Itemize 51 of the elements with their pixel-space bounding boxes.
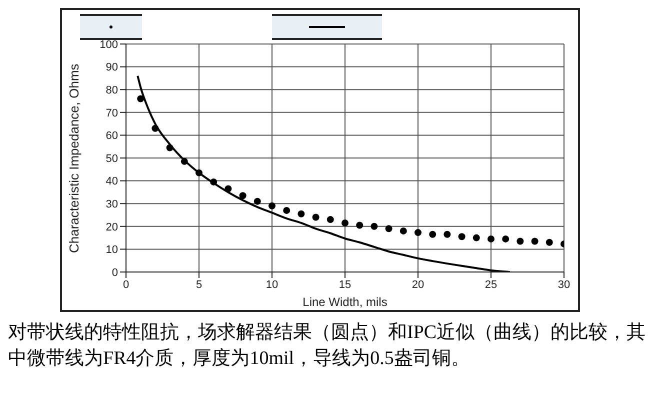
point bbox=[356, 222, 364, 229]
point bbox=[472, 234, 480, 242]
point bbox=[516, 238, 524, 245]
x-tick-label: 20 bbox=[412, 278, 424, 291]
point bbox=[458, 233, 466, 240]
point bbox=[152, 124, 159, 132]
point bbox=[312, 214, 320, 221]
point bbox=[224, 185, 232, 192]
point bbox=[546, 238, 553, 246]
y-tick-label: 10 bbox=[106, 244, 118, 256]
point bbox=[239, 192, 246, 200]
point bbox=[429, 230, 436, 238]
x-axis-title: Line Width, mils bbox=[302, 295, 388, 309]
point bbox=[298, 210, 305, 218]
point bbox=[370, 222, 378, 230]
point bbox=[385, 225, 392, 232]
point bbox=[210, 178, 218, 186]
y-tick-label: 100 bbox=[100, 38, 118, 51]
point bbox=[531, 238, 538, 245]
y-axis-title: Characteristic Impedance, Ohms bbox=[66, 63, 82, 253]
y-tick-label: 90 bbox=[106, 62, 118, 74]
point bbox=[342, 219, 348, 226]
point bbox=[326, 216, 334, 224]
y-tick-label: 20 bbox=[106, 221, 118, 234]
y-tick-label: 30 bbox=[106, 198, 118, 211]
point bbox=[502, 235, 510, 242]
x-tick-label: 25 bbox=[484, 278, 498, 291]
x-tick-label: 0 bbox=[122, 278, 130, 291]
point bbox=[254, 198, 261, 205]
x-tick-label: 5 bbox=[196, 278, 202, 291]
y-tick-label: 40 bbox=[106, 176, 118, 188]
text: 对带状线的特性阻抗，场求解器结果（圆点）和IPC近似（曲线）的比较，其中微带线为FR4介质，厚度为10mil，导线为0.5盎司铜。 bbox=[8, 321, 647, 371]
line-series bbox=[136, 74, 511, 272]
y-tick-label: 50 bbox=[106, 152, 118, 165]
y-tick-label: 60 bbox=[106, 130, 118, 142]
x-tick-label: 30 bbox=[558, 278, 570, 291]
point bbox=[444, 230, 451, 238]
point bbox=[180, 158, 188, 165]
point bbox=[268, 202, 276, 210]
y-tick-label: 70 bbox=[106, 107, 118, 120]
point bbox=[400, 227, 407, 234]
point bbox=[283, 206, 290, 214]
x-tick-label: 10 bbox=[266, 278, 278, 291]
point bbox=[488, 235, 494, 242]
point bbox=[166, 144, 174, 152]
point bbox=[196, 169, 202, 176]
y-tick-label: 80 bbox=[106, 84, 118, 97]
x-tick-label: 15 bbox=[338, 278, 352, 291]
point bbox=[137, 95, 144, 102]
point bbox=[414, 229, 422, 236]
y-tick-label: 0 bbox=[112, 266, 118, 279]
